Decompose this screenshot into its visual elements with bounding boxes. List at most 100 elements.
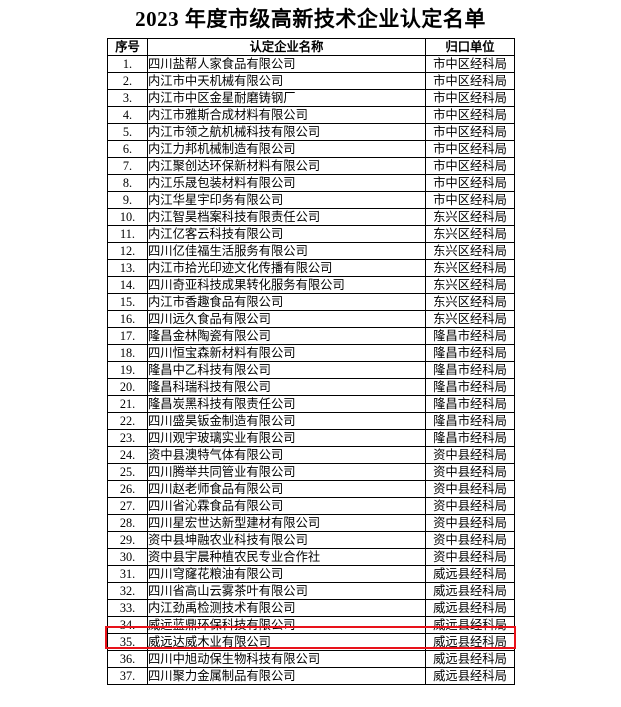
cell-department: 隆昌市经科局 — [425, 378, 515, 396]
cell-index: 8. — [107, 174, 148, 192]
cell-department: 资中县经科局 — [425, 463, 515, 481]
cell-department: 隆昌市经科局 — [425, 344, 515, 362]
cell-department: 威远县经科局 — [425, 667, 515, 685]
cell-department: 市中区经科局 — [425, 191, 515, 209]
cell-index: 4. — [107, 106, 148, 124]
cell-index: 23. — [107, 429, 148, 447]
cell-enterprise-name: 隆昌金林陶瓷有限公司 — [147, 327, 426, 345]
cell-enterprise-name: 四川省高山云雾茶叶有限公司 — [147, 582, 426, 600]
cell-index: 13. — [107, 259, 148, 277]
table-row: 12. 四川亿佳福生活服务有限公司 东兴区经科局 — [107, 242, 515, 260]
cell-department: 威远县经科局 — [425, 633, 515, 651]
cell-index: 5. — [107, 123, 148, 141]
table-row: 10. 内江智昊档案科技有限责任公司 东兴区经科局 — [107, 208, 515, 226]
table-row: 22. 四川盛昊钣金制造有限公司 隆昌市经科局 — [107, 412, 515, 430]
table-row: 33. 内江劲禹检测技术有限公司 威远县经科局 — [107, 599, 515, 617]
cell-department: 隆昌市经科局 — [425, 327, 515, 345]
table-row: 17. 隆昌金林陶瓷有限公司 隆昌市经科局 — [107, 327, 515, 345]
cell-department: 资中县经科局 — [425, 480, 515, 498]
cell-department: 市中区经科局 — [425, 140, 515, 158]
cell-department: 东兴区经科局 — [425, 242, 515, 260]
table-row: 1. 四川盐帮人家食品有限公司 市中区经科局 — [107, 55, 515, 73]
cell-index: 9. — [107, 191, 148, 209]
cell-enterprise-name: 内江乐晟包装材料有限公司 — [147, 174, 426, 192]
cell-enterprise-name: 四川聚力金属制品有限公司 — [147, 667, 426, 685]
cell-index: 36. — [107, 650, 148, 668]
table-row: 28. 四川星宏世达新型建材有限公司 资中县经科局 — [107, 514, 515, 532]
cell-enterprise-name: 四川穹窿花粮油有限公司 — [147, 565, 426, 583]
cell-enterprise-name: 资中县宇晨种植农民专业合作社 — [147, 548, 426, 566]
cell-index: 32. — [107, 582, 148, 600]
cell-index: 37. — [107, 667, 148, 685]
cell-department: 威远县经科局 — [425, 616, 515, 634]
cell-index: 35. — [107, 633, 148, 651]
cell-index: 26. — [107, 480, 148, 498]
cell-index: 28. — [107, 514, 148, 532]
cell-index: 22. — [107, 412, 148, 430]
table-row: 8. 内江乐晟包装材料有限公司 市中区经科局 — [107, 174, 515, 192]
table-row: 25. 四川腾举共同管业有限公司 资中县经科局 — [107, 463, 515, 481]
table-row: 37. 四川聚力金属制品有限公司 威远县经科局 — [107, 667, 515, 685]
cell-index: 14. — [107, 276, 148, 294]
table-row-highlighted: 34. 威远蓝鼎环保科技有限公司 威远县经科局 — [107, 616, 515, 634]
cell-enterprise-name: 内江劲禹检测技术有限公司 — [147, 599, 426, 617]
cell-index: 1. — [107, 55, 148, 73]
table-row: 6. 内江力邦机械制造有限公司 市中区经科局 — [107, 140, 515, 158]
cell-enterprise-name: 内江智昊档案科技有限责任公司 — [147, 208, 426, 226]
cell-index: 24. — [107, 446, 148, 464]
page-title: 2023 年度市级高新技术企业认定名单 — [135, 7, 486, 31]
table-body: 1. 四川盐帮人家食品有限公司 市中区经科局 2. 内江市中天机械有限公司 市中区经科局 3… — [107, 55, 515, 685]
table-row: 9. 内江华星宇印务有限公司 市中区经科局 — [107, 191, 515, 209]
enterprise-list-table: 序号 认定企业名称 归口单位 1. 四川盐帮人家食品有限公司 市中区经科局 2. 内江市… — [107, 38, 515, 685]
cell-department: 东兴区经科局 — [425, 276, 515, 294]
cell-enterprise-name: 四川腾举共同管业有限公司 — [147, 463, 426, 481]
cell-enterprise-name: 四川恒宝森新材料有限公司 — [147, 344, 426, 362]
cell-enterprise-name: 内江市领之航机械科技有限公司 — [147, 123, 426, 141]
table-row: 32. 四川省高山云雾茶叶有限公司 威远县经科局 — [107, 582, 515, 600]
cell-department: 市中区经科局 — [425, 72, 515, 90]
table-row: 29. 资中县坤融农业科技有限公司 资中县经科局 — [107, 531, 515, 549]
cell-index: 2. — [107, 72, 148, 90]
cell-enterprise-name: 四川观宇玻璃实业有限公司 — [147, 429, 426, 447]
table-row: 2. 内江市中天机械有限公司 市中区经科局 — [107, 72, 515, 90]
cell-index: 34. — [107, 616, 148, 634]
cell-index: 7. — [107, 157, 148, 175]
cell-index: 12. — [107, 242, 148, 260]
cell-enterprise-name: 内江市中区金星耐磨铸钢厂 — [147, 89, 426, 107]
table-row: 19. 隆昌中乙科技有限公司 隆昌市经科局 — [107, 361, 515, 379]
cell-department: 东兴区经科局 — [425, 225, 515, 243]
cell-index: 20. — [107, 378, 148, 396]
cell-enterprise-name: 威远达威木业有限公司 — [147, 633, 426, 651]
cell-enterprise-name: 隆昌炭黑科技有限责任公司 — [147, 395, 426, 413]
cell-index: 25. — [107, 463, 148, 481]
table-row: 3. 内江市中区金星耐磨铸钢厂 市中区经科局 — [107, 89, 515, 107]
cell-department: 市中区经科局 — [425, 157, 515, 175]
cell-department: 东兴区经科局 — [425, 310, 515, 328]
cell-enterprise-name: 内江市雅斯合成材料有限公司 — [147, 106, 426, 124]
cell-index: 17. — [107, 327, 148, 345]
cell-department: 隆昌市经科局 — [425, 412, 515, 430]
cell-enterprise-name: 四川亿佳福生活服务有限公司 — [147, 242, 426, 260]
cell-index: 33. — [107, 599, 148, 617]
cell-department: 威远县经科局 — [425, 582, 515, 600]
column-header-index: 序号 — [107, 38, 148, 56]
cell-index: 29. — [107, 531, 148, 549]
cell-index: 3. — [107, 89, 148, 107]
cell-department: 市中区经科局 — [425, 123, 515, 141]
column-header-department: 归口单位 — [425, 38, 515, 56]
cell-enterprise-name: 四川奇亚科技成果转化服务有限公司 — [147, 276, 426, 294]
cell-department: 东兴区经科局 — [425, 293, 515, 311]
cell-index: 21. — [107, 395, 148, 413]
cell-department: 市中区经科局 — [425, 174, 515, 192]
cell-department: 资中县经科局 — [425, 531, 515, 549]
cell-index: 16. — [107, 310, 148, 328]
cell-enterprise-name: 隆昌中乙科技有限公司 — [147, 361, 426, 379]
cell-enterprise-name: 四川盐帮人家食品有限公司 — [147, 55, 426, 73]
cell-department: 威远县经科局 — [425, 650, 515, 668]
cell-enterprise-name: 四川赵老师食品有限公司 — [147, 480, 426, 498]
table-row: 14. 四川奇亚科技成果转化服务有限公司 东兴区经科局 — [107, 276, 515, 294]
cell-index: 10. — [107, 208, 148, 226]
table-row: 27. 四川省沁霖食品有限公司 资中县经科局 — [107, 497, 515, 515]
table-row: 23. 四川观宇玻璃实业有限公司 隆昌市经科局 — [107, 429, 515, 447]
cell-department: 隆昌市经科局 — [425, 395, 515, 413]
